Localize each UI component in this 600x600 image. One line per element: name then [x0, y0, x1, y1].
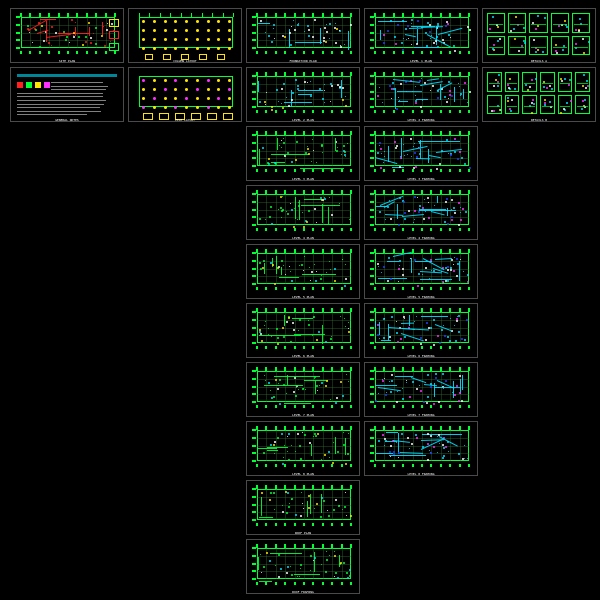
cad-sheet: LEVEL 3 PLAN: [246, 126, 360, 181]
cad-sheet: LEVEL 8 PLAN: [246, 421, 360, 476]
cad-sheet: LEVEL 5 PLAN: [246, 244, 360, 299]
cad-sheet: LEVEL 6 PLAN: [246, 303, 360, 358]
sheet-caption: DETAILS A: [483, 59, 595, 63]
cad-sheet: LEVEL 7 FRAMING: [364, 362, 478, 417]
sheet-caption: LEVEL 2 PLAN: [247, 118, 359, 122]
sheet-caption: COLUMN LAYOUT: [129, 59, 241, 63]
sheet-caption: ROOF PLAN: [247, 531, 359, 535]
cad-sheet: LEVEL 2 FRAMING: [364, 67, 478, 122]
cad-sheet: LEVEL 7 PLAN: [246, 362, 360, 417]
sheet-caption: LEVEL 3 PLAN: [247, 177, 359, 181]
cad-sheet: LEVEL 5 FRAMING: [364, 244, 478, 299]
sheet-caption: LEVEL 3 FRAMING: [365, 177, 477, 181]
sheet-caption: LEVEL 6 PLAN: [247, 354, 359, 358]
cad-sheet: ROOF PLAN: [246, 480, 360, 535]
cad-sheet-grid: SITE PLAN COLUMN LAYOUT FOUNDATION PLAN LEV…: [10, 8, 590, 592]
cad-sheet: LEVEL 6 FRAMING: [364, 303, 478, 358]
sheet-caption: ROOF FRAMING: [247, 590, 359, 594]
sheet-caption: FOUNDATION PLAN: [247, 59, 359, 63]
sheet-caption: LEVEL 1 PLAN: [365, 59, 477, 63]
cad-sheet: ROOF FRAMING: [246, 539, 360, 594]
sheet-caption: GENERAL NOTES: [11, 118, 123, 122]
cad-sheet: DETAILS A: [482, 8, 596, 63]
sheet-caption: SITE PLAN: [11, 59, 123, 63]
cad-sheet: DETAILS B: [482, 67, 596, 122]
sheet-caption: LEVEL 2 FRAMING: [365, 118, 477, 122]
cad-sheet: GENERAL NOTES: [10, 67, 124, 122]
sheet-caption: LEVEL 6 FRAMING: [365, 354, 477, 358]
cad-sheet: COLUMN LAYOUT: [128, 8, 242, 63]
cad-sheet: LEVEL 2 PLAN: [246, 67, 360, 122]
cad-sheet: LEVEL 8 FRAMING: [364, 421, 478, 476]
sheet-caption: DETAILS B: [483, 118, 595, 122]
cad-sheet: FOUNDATION PLAN: [246, 8, 360, 63]
cad-sheet: LEVEL 4 FRAMING: [364, 185, 478, 240]
sheet-caption: LEVEL 5 PLAN: [247, 295, 359, 299]
cad-sheet: SITE PLAN: [10, 8, 124, 63]
sheet-caption: LEVEL 8 FRAMING: [365, 472, 477, 476]
sheet-caption: PILE LAYOUT: [129, 118, 241, 122]
sheet-caption: LEVEL 7 FRAMING: [365, 413, 477, 417]
sheet-caption: LEVEL 4 FRAMING: [365, 236, 477, 240]
cad-sheet: LEVEL 3 FRAMING: [364, 126, 478, 181]
sheet-caption: LEVEL 5 FRAMING: [365, 295, 477, 299]
sheet-caption: LEVEL 8 PLAN: [247, 472, 359, 476]
sheet-caption: LEVEL 7 PLAN: [247, 413, 359, 417]
sheet-caption: LEVEL 4 PLAN: [247, 236, 359, 240]
cad-sheet: LEVEL 1 PLAN: [364, 8, 478, 63]
cad-sheet: PILE LAYOUT: [128, 67, 242, 122]
cad-sheet: LEVEL 4 PLAN: [246, 185, 360, 240]
